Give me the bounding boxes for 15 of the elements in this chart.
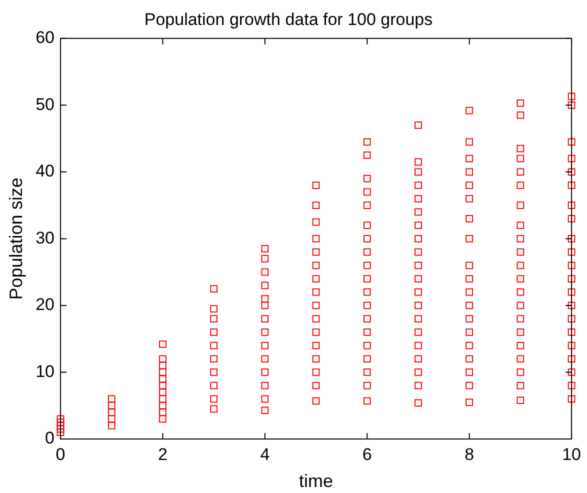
x-tick-label: 4 [260, 444, 270, 464]
x-tick-label: 10 [562, 444, 582, 464]
chart-title: Population growth data for 100 groups [144, 10, 433, 29]
x-tick-label: 2 [158, 444, 168, 464]
x-tick-label: 8 [464, 444, 474, 464]
y-axis-title: Population size [6, 178, 26, 300]
y-tick-label: 10 [36, 362, 55, 381]
y-tick-label: 0 [45, 428, 55, 448]
y-tick-label: 30 [36, 228, 55, 248]
y-tick-label: 40 [36, 162, 55, 181]
x-tick-label: 6 [362, 444, 372, 464]
y-tick-label: 60 [36, 28, 55, 48]
y-tick-label: 20 [36, 295, 55, 314]
y-tick-label: 50 [36, 94, 55, 114]
x-axis-title: time [299, 471, 334, 492]
